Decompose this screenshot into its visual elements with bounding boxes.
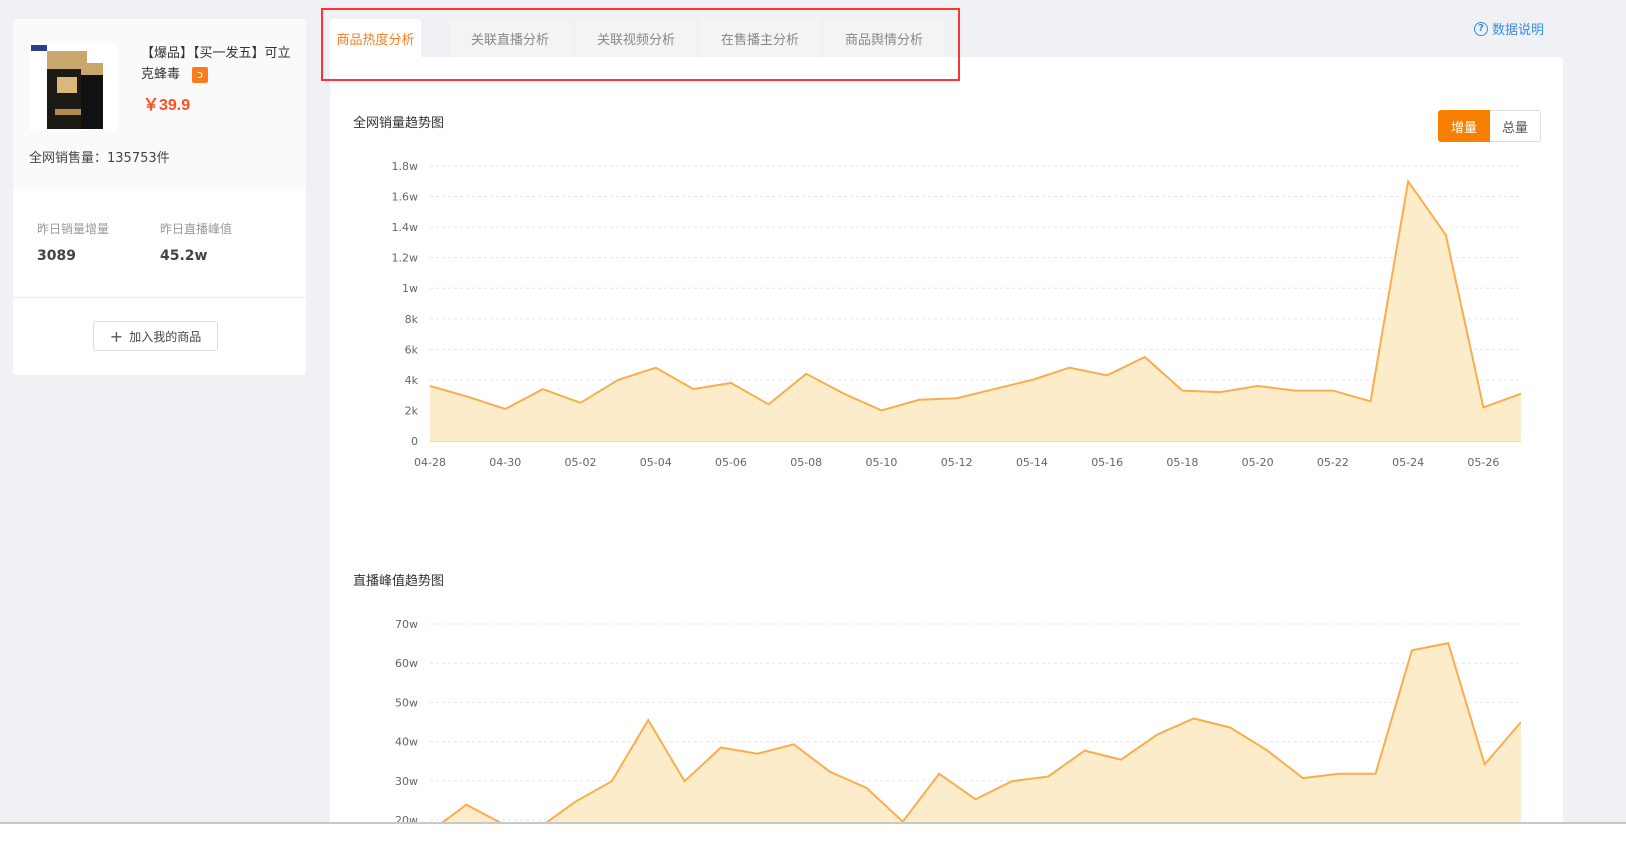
y-tick-label: 1w (402, 282, 418, 295)
question-icon: ? (1474, 21, 1488, 36)
y-tick-label: 0 (411, 435, 418, 448)
y-tick-label: 6k (405, 343, 419, 356)
x-tick-label: 05-06 (715, 456, 747, 469)
live-peak-chart-title: 直播峰值趋势图 (353, 574, 445, 589)
x-tick-label: 05-08 (790, 456, 822, 469)
live-peak-chart: 20w 30w 40w 50w 60w 70w (395, 618, 1521, 822)
live-icon[interactable]: ↄ (192, 66, 209, 83)
y-tick-label: 1.8w (392, 160, 419, 173)
main-panel (330, 57, 1563, 859)
x-tick-label: 05-04 (640, 456, 672, 469)
x-tick-label: 05-18 (1166, 456, 1198, 469)
x-tick-label: 05-24 (1392, 456, 1424, 469)
product-title-text: 【爆品】【买一发五】可立克蜂毒 (141, 46, 291, 82)
add-button-label: 加入我的商品 (129, 329, 202, 344)
y-tick-label: 20w (395, 814, 418, 822)
x-tick-label: 05-20 (1242, 456, 1274, 469)
y-tick-label: 50w (395, 696, 418, 709)
x-tick-label: 05-26 (1467, 456, 1499, 469)
y-tick-label: 2k (405, 404, 419, 417)
tab-related-video[interactable]: 关联视频分析 (576, 19, 696, 57)
x-tick-label: 05-16 (1091, 456, 1123, 469)
series-area (443, 643, 1521, 822)
stat-label-sales: 昨日销量增量 (37, 222, 110, 236)
tab-sellers[interactable]: 在售播主分析 (700, 19, 820, 57)
y-tick-label: 40w (395, 736, 418, 749)
divider (13, 297, 306, 298)
mode-toggle: 增量 总量 (1438, 110, 1541, 142)
stat-value-peak: 45.2w (160, 248, 208, 264)
product-image-graphic (29, 43, 117, 131)
y-tick-label: 4k (405, 374, 419, 387)
series-group (441, 642, 1521, 822)
total-sales: 全网销售量：135753件 (29, 151, 170, 166)
y-tick-label: 8k (405, 313, 419, 326)
x-tick-label: 05-12 (941, 456, 973, 469)
x-tick-label: 05-14 (1016, 456, 1048, 469)
sales-trend-chart: 0 2k 4k 6k 8k 1w 1.2w 1.4w 1.6w 1.8w 04-28 04-30 05-… (392, 160, 1521, 469)
plus-icon: + (109, 326, 124, 346)
y-tick-label: 60w (395, 657, 418, 670)
tab-related-live[interactable]: 关联直播分析 (450, 19, 570, 57)
y-tick-label: 30w (395, 775, 418, 788)
series-line (430, 178, 1521, 412)
toggle-increment[interactable]: 增量 (1438, 110, 1490, 142)
help-label: 数据说明 (1492, 23, 1545, 38)
series-group (430, 178, 1521, 441)
x-tick-label: 05-10 (865, 456, 897, 469)
y-tick-label: 1.2w (392, 252, 419, 265)
x-tick-label: 04-28 (414, 456, 446, 469)
y-tick-label: 70w (395, 618, 418, 631)
series-area (430, 181, 1521, 441)
product-price: ￥39.9 (143, 97, 191, 114)
stat-value-sales: 3089 (37, 248, 76, 264)
toggle-total[interactable]: 总量 (1490, 110, 1541, 142)
sales-chart-title: 全网销量趋势图 (353, 116, 445, 131)
product-card: 【爆品】【买一发五】可立克蜂毒 ↄ ￥39.9 全网销售量：135753件 昨日销… (13, 19, 306, 375)
bottom-bar (0, 824, 1626, 859)
y-tick-label: 1.4w (392, 221, 419, 234)
x-tick-label: 05-02 (564, 456, 596, 469)
window-bottom-edge (0, 822, 1626, 824)
x-tick-label: 05-22 (1317, 456, 1349, 469)
product-image[interactable] (29, 43, 117, 131)
x-tick-label: 04-30 (489, 456, 521, 469)
product-summary: 【爆品】【买一发五】可立克蜂毒 ↄ ￥39.9 全网销售量：135753件 (13, 19, 306, 189)
y-tick-label: 1.6w (392, 191, 419, 204)
tab-sentiment[interactable]: 商品舆情分析 (824, 19, 944, 57)
tab-product-heat[interactable]: 商品热度分析 (330, 19, 421, 57)
data-help-link[interactable]: ? 数据说明 (1474, 19, 1544, 38)
add-to-my-products-button[interactable]: + 加入我的商品 (93, 321, 218, 351)
stat-label-peak: 昨日直播峰值 (160, 222, 233, 236)
product-title[interactable]: 【爆品】【买一发五】可立克蜂毒 ↄ (141, 43, 301, 85)
